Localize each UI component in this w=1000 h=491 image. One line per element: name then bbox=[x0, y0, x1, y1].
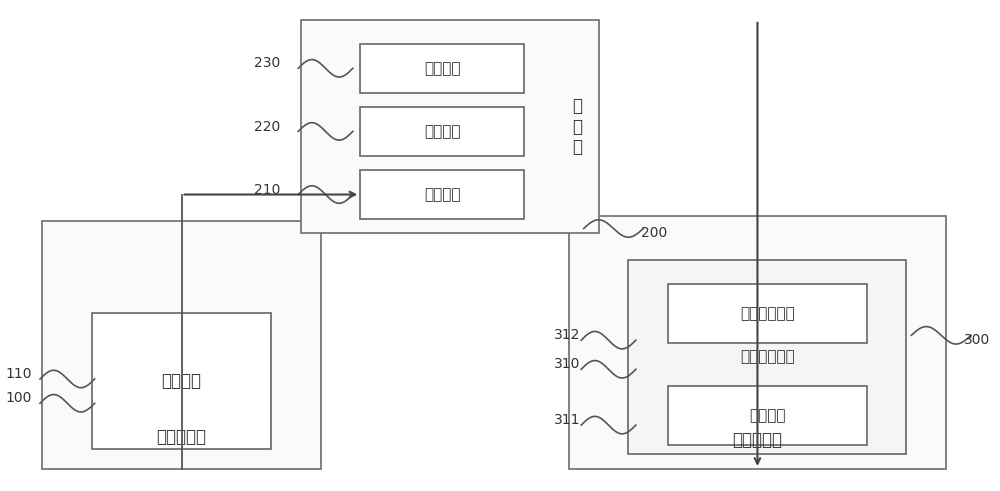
Text: 接收处理模块: 接收处理模块 bbox=[740, 350, 795, 365]
Text: 200: 200 bbox=[641, 226, 668, 241]
Text: 310: 310 bbox=[554, 357, 580, 371]
Bar bbox=[42, 221, 321, 469]
Text: 主
控
板: 主 控 板 bbox=[572, 97, 582, 156]
Text: 210: 210 bbox=[254, 183, 280, 197]
Text: 300: 300 bbox=[964, 333, 990, 347]
Text: 312: 312 bbox=[554, 328, 580, 342]
Text: 100: 100 bbox=[6, 391, 32, 406]
Text: 主终端设备: 主终端设备 bbox=[157, 428, 207, 446]
Text: 获取模块: 获取模块 bbox=[424, 187, 460, 202]
Bar bbox=[92, 313, 271, 449]
Bar bbox=[360, 44, 524, 93]
Text: 发送模块: 发送模块 bbox=[424, 124, 460, 139]
Bar bbox=[668, 284, 867, 343]
Text: 110: 110 bbox=[6, 367, 32, 381]
Text: 230: 230 bbox=[254, 56, 280, 70]
Bar bbox=[569, 217, 946, 469]
Text: 设置模块: 设置模块 bbox=[162, 373, 202, 390]
Text: 220: 220 bbox=[254, 120, 280, 134]
Bar bbox=[628, 260, 906, 454]
Text: 连接模块: 连接模块 bbox=[424, 61, 460, 76]
Text: 保存单元: 保存单元 bbox=[749, 408, 786, 423]
Bar bbox=[360, 107, 524, 156]
Text: 311: 311 bbox=[554, 413, 580, 427]
Text: 副终端设备: 副终端设备 bbox=[732, 431, 782, 449]
Bar bbox=[301, 20, 599, 233]
Bar bbox=[360, 170, 524, 219]
Text: 分离处理单元: 分离处理单元 bbox=[740, 306, 795, 321]
Bar bbox=[668, 386, 867, 444]
